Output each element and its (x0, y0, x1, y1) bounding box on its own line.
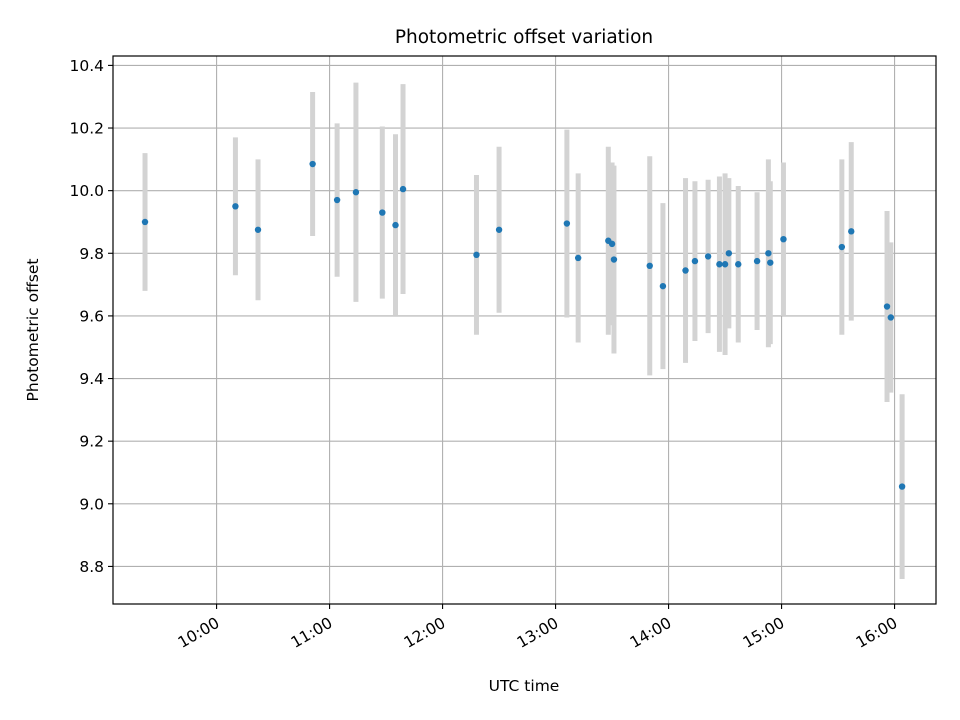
data-point (309, 160, 316, 168)
data-point (495, 226, 503, 233)
data-point (721, 261, 729, 268)
data-point (767, 259, 774, 266)
data-point (780, 235, 787, 243)
data-point (691, 257, 699, 265)
data-point (646, 262, 653, 270)
data-point (473, 251, 480, 259)
data-point (610, 256, 618, 263)
data-point (608, 240, 616, 248)
data-point (838, 243, 846, 251)
y-tick-label: 9.8 (79, 245, 104, 263)
y-axis-ticks: 8.8 9.0 9.2 9.4 9.6 9.8 10.0 10.2 10.4 (69, 57, 113, 576)
plot-frame (112, 55, 937, 605)
data-point (141, 218, 149, 226)
data-point (725, 250, 733, 257)
chart-title: Photometric offset variation (395, 27, 653, 48)
y-tick-label: 10.4 (69, 57, 104, 75)
data-point (399, 185, 407, 193)
data-point (659, 282, 667, 290)
y-tick-label: 10.0 (69, 182, 104, 200)
data-point (887, 314, 895, 321)
y-axis-title: Photometric offset (24, 259, 42, 402)
data-point (333, 196, 341, 204)
data-point (883, 303, 891, 310)
y-tick-label: 9.0 (79, 495, 104, 513)
data-point (753, 257, 761, 265)
data-point (716, 261, 723, 268)
y-tick-label: 10.2 (69, 120, 104, 138)
data-point (392, 221, 399, 229)
data-point (574, 254, 582, 262)
data-point (379, 209, 386, 216)
y-tick-label: 9.4 (79, 370, 104, 388)
data-point (735, 261, 742, 268)
y-tick-label: 8.8 (79, 558, 104, 576)
data-point (704, 253, 712, 260)
data-point (254, 226, 262, 233)
data-point (848, 228, 855, 235)
data-point (682, 267, 689, 274)
x-axis-title: UTC time (489, 677, 560, 695)
data-point (232, 203, 239, 210)
grid-lines (113, 56, 936, 604)
data-point (352, 189, 360, 196)
data-point (563, 220, 571, 227)
data-points (141, 160, 906, 490)
data-point (898, 483, 906, 490)
data-point (765, 250, 772, 257)
y-tick-label: 9.6 (79, 307, 104, 325)
y-tick-label: 9.2 (79, 433, 104, 451)
